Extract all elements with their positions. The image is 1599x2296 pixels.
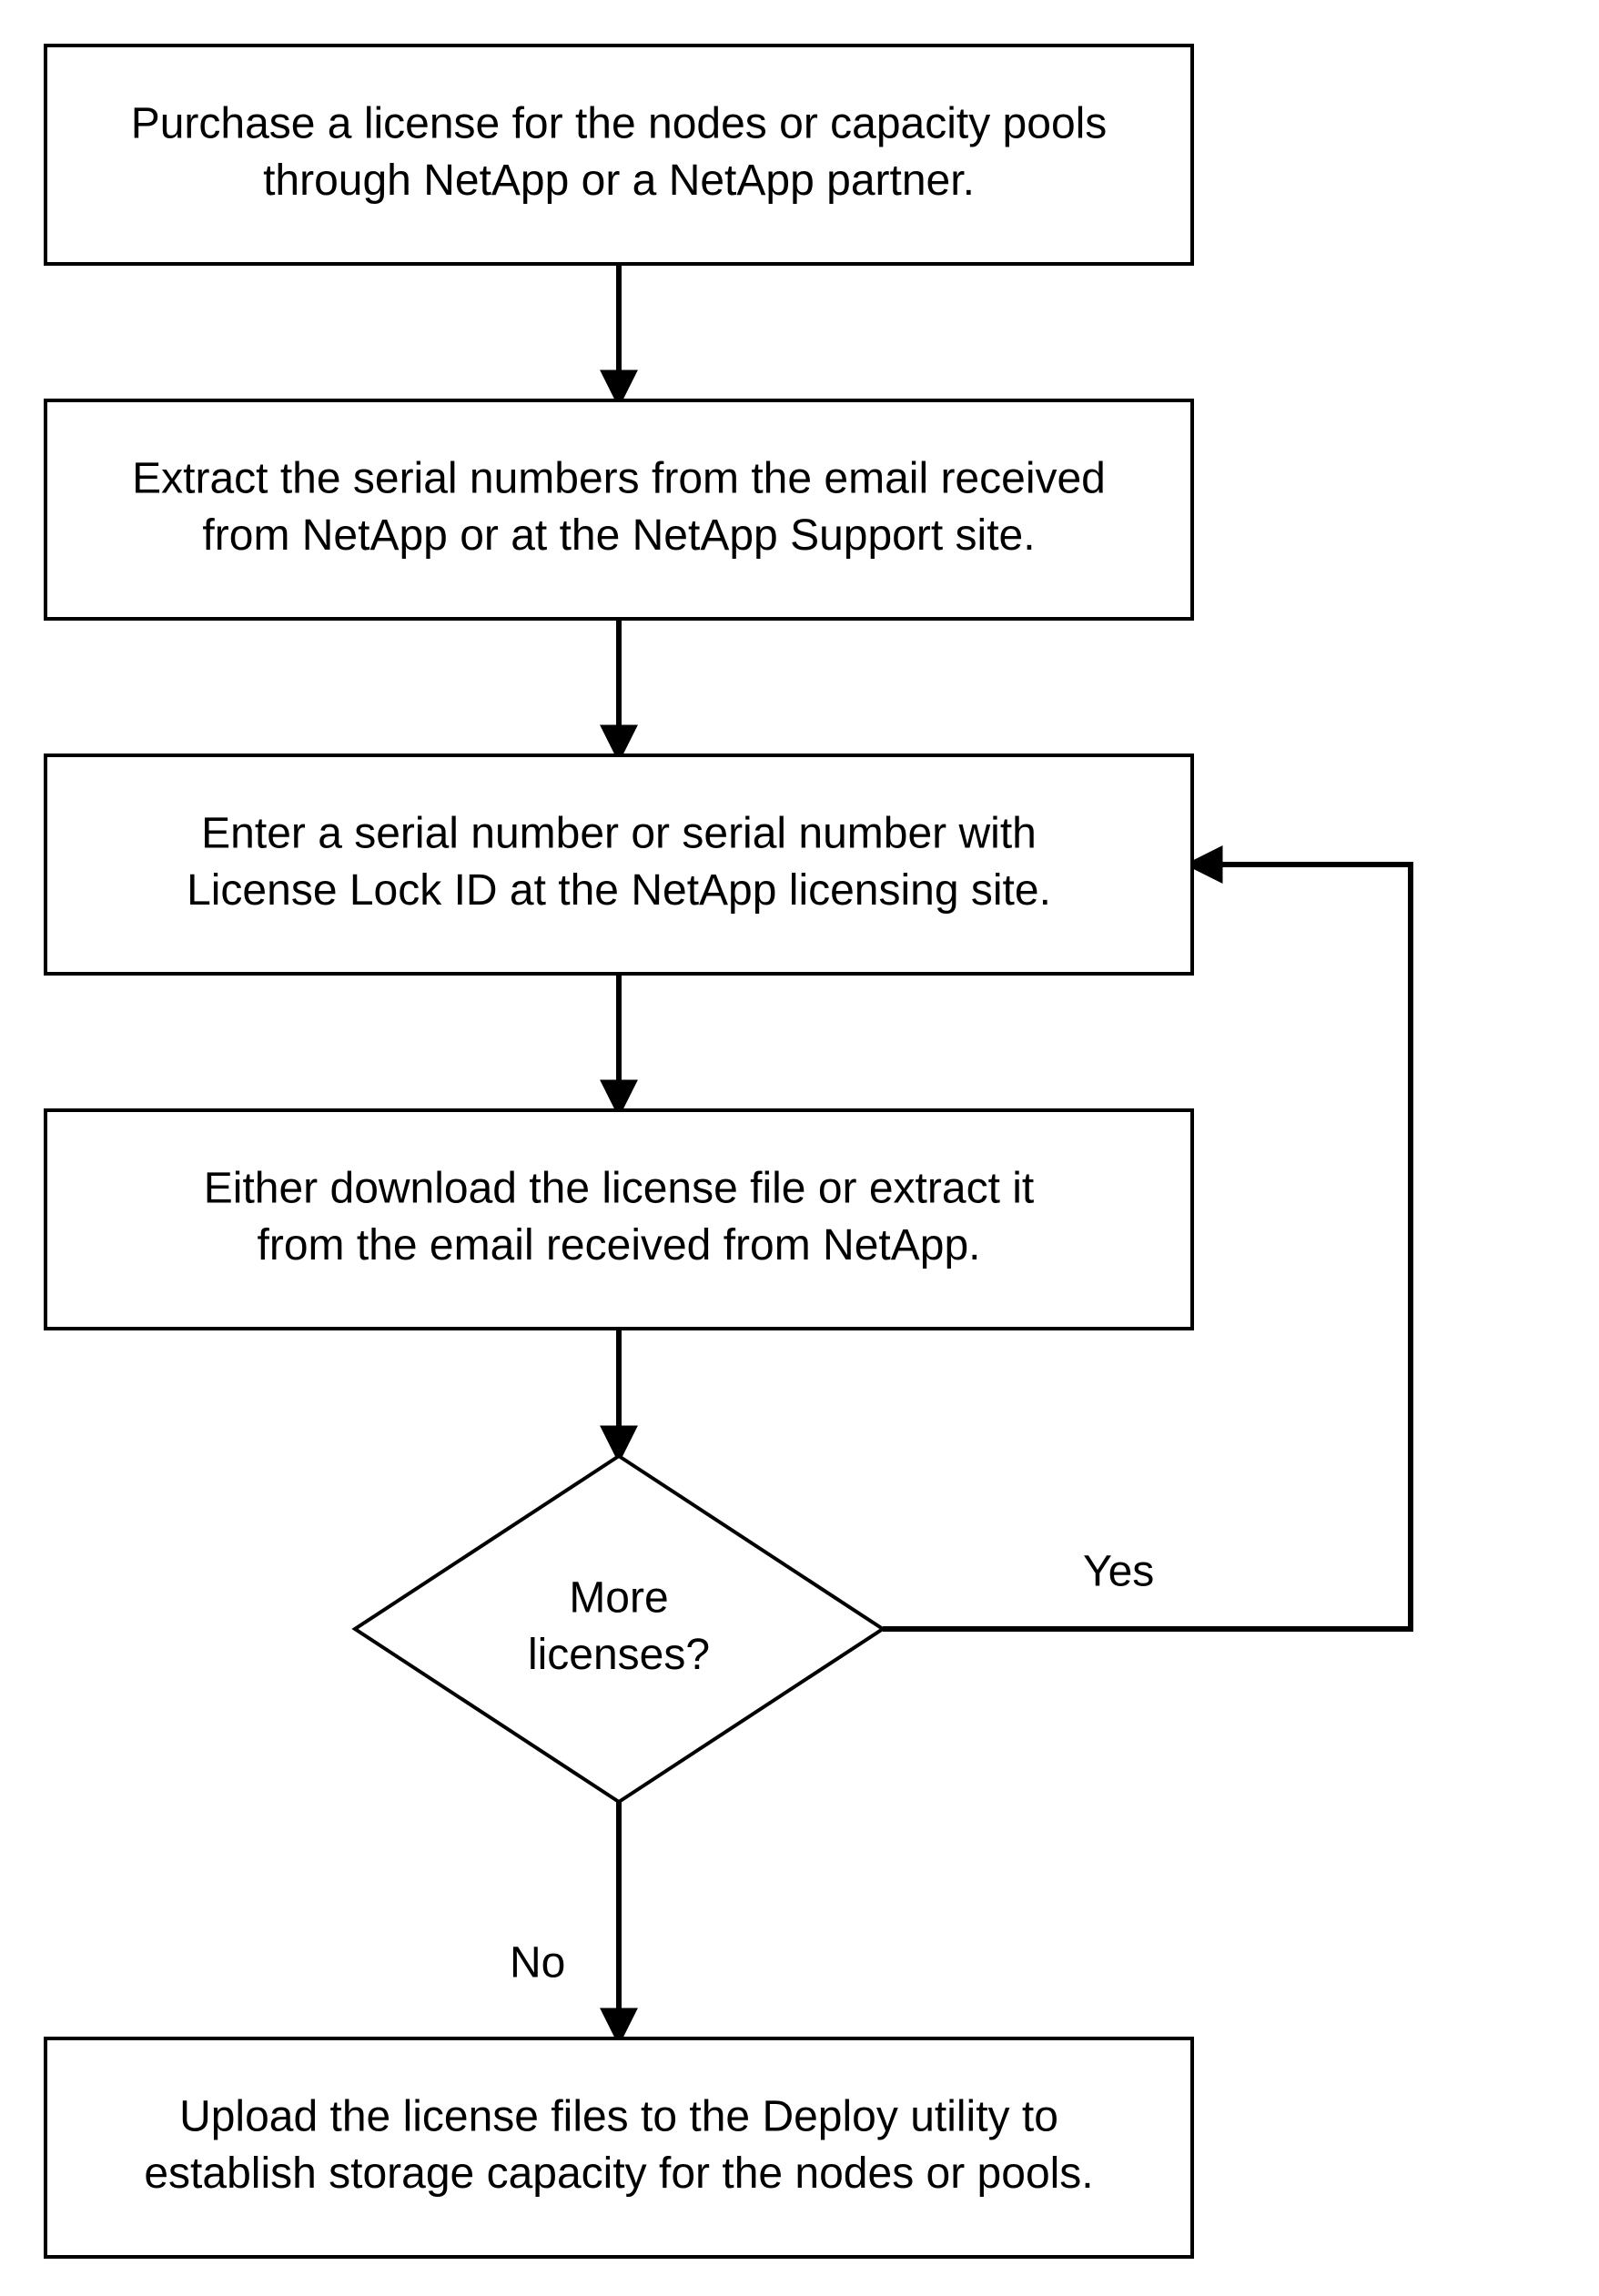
node-text: from NetApp or at the NetApp Support sit… xyxy=(202,511,1035,560)
node-text: establish storage capacity for the nodes… xyxy=(144,2149,1093,2198)
node-text: Upload the license files to the Deploy u… xyxy=(179,2092,1058,2140)
node-text: licenses? xyxy=(528,1631,710,1679)
node-text: Purchase a license for the nodes or capa… xyxy=(131,99,1108,147)
flow-node-n2: Extract the serial numbers from the emai… xyxy=(46,400,1192,619)
flow-node-n3: Enter a serial number or serial number w… xyxy=(46,755,1192,974)
edge-label-yes: Yes xyxy=(1083,1548,1154,1596)
edge-label-no: No xyxy=(510,1939,565,1988)
flow-node-n4: Either download the license file or extr… xyxy=(46,1110,1192,1329)
node-text: Either download the license file or extr… xyxy=(204,1164,1034,1212)
node-text: through NetApp or a NetApp partner. xyxy=(263,157,975,205)
node-text: License Lock ID at the NetApp licensing … xyxy=(187,866,1051,915)
flow-node-n5: Upload the license files to the Deploy u… xyxy=(46,2038,1192,2257)
flow-node-n1: Purchase a license for the nodes or capa… xyxy=(46,46,1192,264)
flow-node-d1: More licenses? xyxy=(355,1456,883,1802)
node-text: Extract the serial numbers from the emai… xyxy=(132,454,1106,502)
node-text: Enter a serial number or serial number w… xyxy=(201,809,1037,857)
node-text: from the email received from NetApp. xyxy=(258,1221,981,1269)
node-text: More xyxy=(569,1573,668,1622)
